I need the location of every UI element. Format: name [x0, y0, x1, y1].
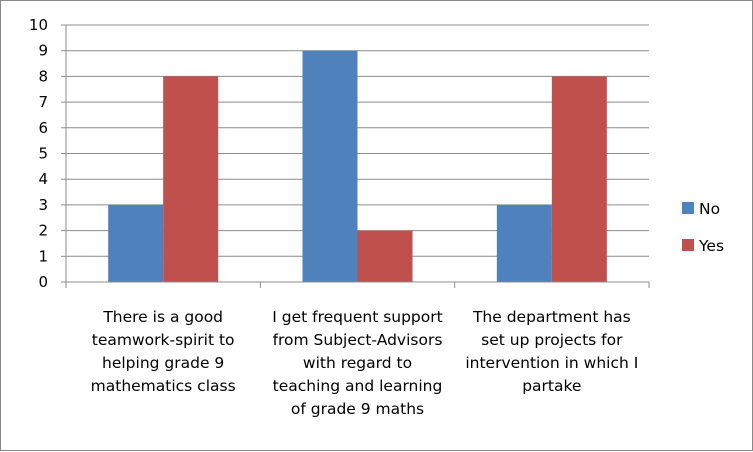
- y-tick-label: 10: [29, 16, 48, 34]
- y-tick-label: 2: [38, 222, 48, 240]
- bars: [108, 50, 607, 283]
- category-label: helping grade 9: [102, 354, 224, 372]
- y-tick-label: 0: [38, 273, 48, 291]
- category-label: from Subject-Advisors: [273, 331, 443, 349]
- y-tick-labels: 0 1 2 3 4 5 6 7 8 9 10: [29, 16, 48, 291]
- category-label: intervention in which I: [465, 354, 638, 372]
- y-tick-label: 9: [38, 42, 48, 60]
- bar-no: [108, 204, 164, 282]
- y-tick-label: 5: [38, 145, 48, 163]
- y-tick-label: 7: [38, 93, 48, 111]
- category-label: set up projects for: [481, 331, 623, 349]
- bar-yes: [163, 76, 219, 283]
- y-tick-label: 3: [38, 196, 48, 214]
- category-label: The department has: [472, 308, 631, 326]
- category-label: of grade 9 maths: [291, 400, 424, 418]
- y-tick-label: 8: [38, 67, 48, 85]
- category-label: with regard to: [303, 354, 412, 372]
- category-label: teamwork-spirit to: [92, 331, 235, 349]
- legend-label: No: [699, 200, 720, 218]
- category-label: There is a good: [102, 308, 223, 326]
- legend: No Yes: [682, 200, 724, 255]
- bar-no: [302, 50, 358, 283]
- bar-yes: [551, 76, 607, 283]
- category-label: I get frequent support: [272, 308, 442, 326]
- category-label: teaching and learning: [273, 377, 443, 395]
- legend-swatch: [682, 239, 694, 251]
- y-tick-label: 4: [38, 170, 48, 188]
- y-tick-label: 6: [38, 119, 48, 137]
- category-label: mathematics class: [91, 377, 236, 395]
- legend-swatch: [682, 202, 694, 214]
- legend-label: Yes: [698, 237, 724, 255]
- axes: [61, 24, 650, 288]
- category-label: partake: [522, 377, 581, 395]
- category-labels: There is a good teamwork-spirit to helping…: [91, 308, 639, 418]
- y-tick-label: 1: [38, 247, 48, 265]
- bar-yes: [357, 230, 413, 282]
- bar-no: [496, 204, 552, 282]
